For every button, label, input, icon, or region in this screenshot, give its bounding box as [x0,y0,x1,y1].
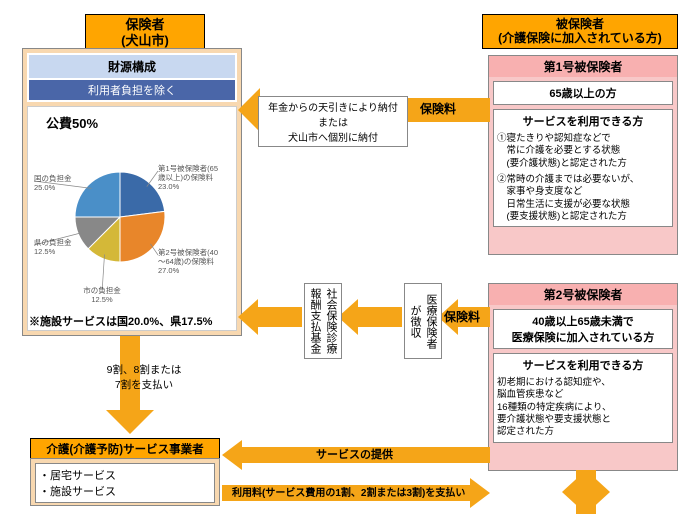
type2-svc-title: サービスを利用できる方 [497,357,669,373]
type1-header: 第1号被保険者 [489,56,677,77]
type2-svc: 初老期における認知症や、 脳血管疾患など 16種類の特定疾病により、 要介護状態… [497,377,669,439]
type2-panel: 第2号被保険者 40歳以上65歳未満で 医療保険に加入されている方 サービスを利… [488,283,678,471]
svg-text:27.0%: 27.0% [158,266,180,275]
finance-panel: 財源構成 利用者負担を除く 公費50% 第1号被保険者(65歳以上)の保険料23… [22,48,242,336]
provider-item1: ・居宅サービス [39,467,211,483]
svg-text:県の負担金: 県の負担金 [34,237,72,247]
premium2-label: 保険料 [444,308,480,325]
svg-text:第2号被保険者(40: 第2号被保険者(40 [158,247,218,257]
premium1-detail: 年金からの天引きにより納付 または 犬山市へ個別に納付 [258,96,408,147]
finance-title: 財源構成 [29,55,235,78]
type2-age: 40歳以上65歳未満で 医療保険に加入されている方 [493,309,673,349]
insurer-title: 保険者 (犬山市) [85,14,205,51]
exclude-user-label: 利用者負担を除く [29,80,235,100]
pie-chart: 第1号被保険者(65歳以上)の保険料23.0% 第2号被保険者(40～64歳)の保… [28,107,236,322]
svg-text:第1号被保険者(65: 第1号被保険者(65 [158,163,218,173]
type1-panel: 第1号被保険者 65歳以上の方 サービスを利用できる方 ①寝たきりや認知症などで… [488,55,678,255]
box-fund: 社会保険診療 報酬支払基金 [304,283,342,359]
facility-note: ※施設サービスは国20.0%、県17.5% [29,313,212,329]
type1-svc2: ②常時の介護までは必要ないが、 家事や身支度など 日常生活に支援が必要な状態 (… [497,174,669,223]
insured-title: 被保険者 (介護保険に加入されている方) [482,14,678,49]
svg-text:23.0%: 23.0% [158,182,180,191]
arrow-insured-down [556,470,616,514]
service-provide-label: サービスの提供 [316,446,393,462]
type1-svc1: ①寝たきりや認知症などで 常に介護を必要とする状態 (要介護状態)と認定された方 [497,133,669,170]
usage-fee-label: 利用料(サービス費用の1割、2割または3割)を支払い [232,484,465,499]
svg-text:～64歳)の保険料: ～64歳)の保険料 [158,256,214,266]
provider-title: 介護(介護予防)サービス事業者 [30,438,220,460]
svg-text:12.5%: 12.5% [91,295,113,304]
svg-text:12.5%: 12.5% [34,247,56,256]
provider-panel: ・居宅サービス ・施設サービス [30,458,220,506]
pay-down-label: 9割、8割または 7割を支払い [94,362,194,392]
provider-item2: ・施設サービス [39,483,211,499]
type1-age: 65歳以上の方 [493,81,673,105]
svg-text:国の負担金: 国の負担金 [34,173,72,183]
box-collect: 医療保険者 が徴収 [404,283,442,359]
premium1-label: 保険料 [420,100,456,117]
svg-text:市の負担金: 市の負担金 [83,285,121,295]
svg-text:歳以上)の保険料: 歳以上)の保険料 [158,172,213,182]
svg-text:25.0%: 25.0% [34,183,56,192]
type2-header: 第2号被保険者 [489,284,677,305]
type1-svc-title: サービスを利用できる方 [497,113,669,129]
